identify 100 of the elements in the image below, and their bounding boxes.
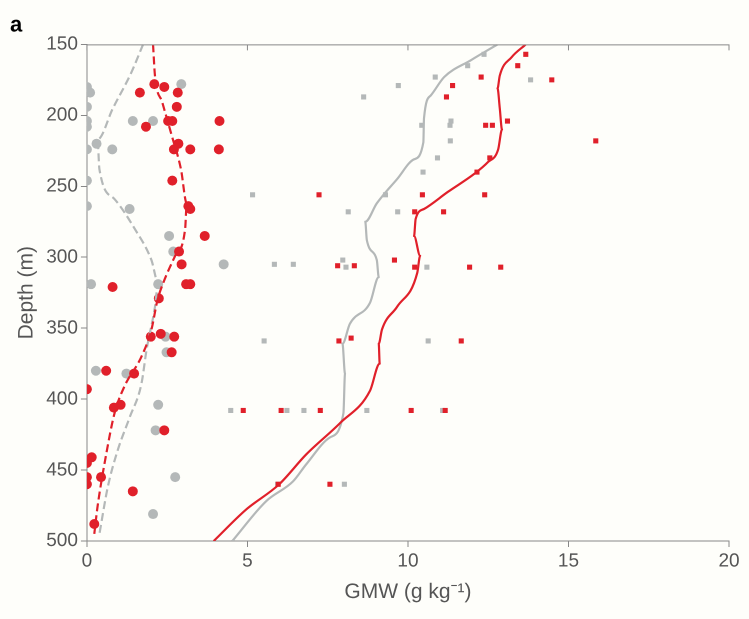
point <box>467 264 472 270</box>
x-tick-label: 15 <box>558 550 580 572</box>
point <box>148 116 158 126</box>
y-tick-label: 400 <box>46 388 78 410</box>
point <box>346 209 351 214</box>
point <box>441 209 446 214</box>
point <box>176 79 186 90</box>
point <box>348 336 354 341</box>
point <box>478 74 484 80</box>
point <box>412 264 418 270</box>
point <box>549 77 554 82</box>
point <box>343 264 349 270</box>
point <box>250 192 256 198</box>
point <box>272 262 277 267</box>
point <box>458 338 464 344</box>
point <box>316 192 322 198</box>
y-tick-label: 300 <box>46 246 78 268</box>
point <box>483 122 488 128</box>
point <box>159 425 170 436</box>
point <box>156 328 166 339</box>
y-tick-label: 450 <box>46 459 78 480</box>
point <box>284 408 290 414</box>
point <box>395 209 400 214</box>
point <box>148 509 158 520</box>
point <box>340 258 346 263</box>
point <box>352 263 357 268</box>
point <box>434 155 440 160</box>
point <box>134 88 145 98</box>
point <box>169 332 180 342</box>
point <box>101 366 112 376</box>
point <box>128 486 138 496</box>
point <box>447 122 453 128</box>
point <box>214 144 224 154</box>
point <box>176 259 187 270</box>
point <box>408 408 414 414</box>
x-axis-title: GMW (g kg⁻¹) <box>344 580 472 604</box>
point <box>167 176 178 186</box>
point <box>318 408 323 414</box>
point <box>515 63 520 68</box>
y-tick-label: 350 <box>46 317 78 338</box>
x-tick-label: 20 <box>718 550 740 572</box>
point <box>342 482 347 487</box>
point <box>432 74 438 80</box>
point <box>228 408 234 414</box>
point <box>361 94 366 100</box>
point <box>128 116 138 126</box>
point <box>442 408 448 414</box>
point <box>150 425 161 436</box>
y-tick-label: 150 <box>46 34 78 55</box>
point <box>448 138 453 144</box>
chart-title: a <box>10 11 23 36</box>
point <box>490 122 495 128</box>
point <box>593 138 598 144</box>
x-tick-label: 5 <box>242 550 253 572</box>
point <box>498 264 504 270</box>
x-tick-label: 10 <box>397 550 419 572</box>
y-tick-label: 250 <box>46 176 78 197</box>
point <box>108 282 118 292</box>
point <box>444 94 450 100</box>
y-tick-label: 200 <box>46 104 78 126</box>
x-tick-label: 0 <box>82 550 92 572</box>
point <box>278 408 284 414</box>
point <box>172 102 182 112</box>
point <box>159 82 170 92</box>
point <box>426 338 431 344</box>
point <box>185 144 196 154</box>
point <box>396 83 401 88</box>
point <box>164 230 174 241</box>
point <box>420 192 425 198</box>
point <box>86 88 96 98</box>
point <box>262 338 267 344</box>
point <box>140 122 151 132</box>
point <box>336 338 342 344</box>
point <box>335 263 340 268</box>
point <box>327 482 332 487</box>
point <box>412 209 418 214</box>
point <box>482 192 488 198</box>
point <box>424 264 430 270</box>
point <box>153 400 164 410</box>
point <box>301 408 306 414</box>
point <box>90 366 101 376</box>
y-axis-title: Depth (m) <box>14 246 38 340</box>
point <box>214 116 224 126</box>
point <box>166 347 177 358</box>
point <box>528 77 534 82</box>
point <box>86 279 96 290</box>
point <box>523 52 528 57</box>
point <box>420 170 426 175</box>
point <box>450 83 456 88</box>
point <box>200 230 210 241</box>
point <box>290 262 296 267</box>
point <box>218 259 229 270</box>
point <box>240 408 246 414</box>
point <box>172 88 183 98</box>
point <box>124 204 135 214</box>
y-tick-label: 500 <box>46 530 78 552</box>
point <box>170 472 180 482</box>
point <box>364 408 370 414</box>
point <box>107 144 118 154</box>
point <box>504 118 510 124</box>
